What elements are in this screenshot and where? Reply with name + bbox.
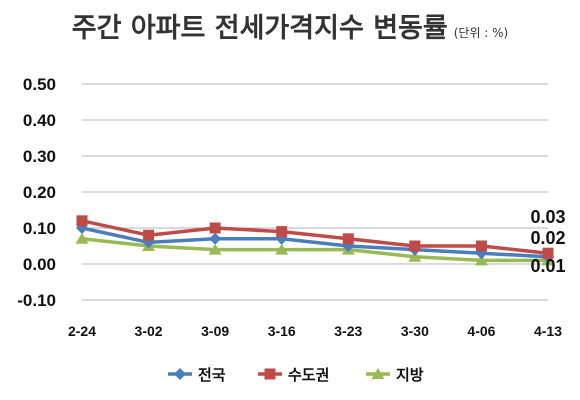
y-tick-label: 0.40 — [23, 111, 56, 130]
data-point — [475, 240, 487, 252]
series-line — [81, 219, 549, 255]
data-label: 0.02 — [530, 228, 565, 248]
data-point — [474, 254, 488, 266]
legend-label: 전국 — [198, 366, 226, 384]
y-tick-label: 0.30 — [23, 147, 56, 166]
legend-marker — [174, 368, 186, 380]
data-point — [275, 243, 289, 255]
x-tick-label: 4-13 — [534, 323, 562, 339]
data-point — [409, 240, 421, 252]
x-tick-label: 3-23 — [334, 323, 362, 339]
data-point — [542, 247, 554, 259]
x-tick-label: 3-09 — [201, 323, 229, 339]
x-tick-label: 3-30 — [401, 323, 429, 339]
legend-marker — [264, 368, 276, 380]
data-point — [342, 233, 354, 245]
x-tick-label: 3-02 — [135, 323, 163, 339]
data-point — [408, 250, 422, 262]
legend-item: 전국 — [168, 366, 226, 384]
data-label: 0.03 — [530, 207, 565, 227]
x-tick-label: 4-06 — [467, 323, 495, 339]
data-point — [143, 229, 155, 241]
data-point — [208, 243, 222, 255]
legend-item: 수도권 — [258, 366, 329, 384]
data-point — [276, 226, 288, 238]
chart-title-text: 주간 아파트 전세가격지수 변동률 — [71, 13, 448, 44]
series-line — [81, 237, 548, 263]
y-tick-label: -0.10 — [17, 291, 56, 310]
data-point — [209, 232, 222, 245]
chart-title: 주간 아파트 전세가격지수 변동률 (단위 : %) — [0, 6, 580, 45]
y-tick-label: 0.50 — [23, 75, 56, 94]
y-tick-label: 0.20 — [23, 183, 56, 202]
x-tick-label: 3-16 — [268, 323, 296, 339]
data-point — [76, 215, 88, 227]
data-point — [209, 222, 221, 234]
y-tick-label: 0.00 — [23, 255, 56, 274]
x-tick-label: 2-24 — [68, 323, 96, 339]
legend-label: 수도권 — [288, 366, 329, 384]
legend-label: 지방 — [396, 366, 424, 384]
y-tick-label: 0.10 — [23, 219, 56, 238]
legend-marker — [371, 368, 385, 379]
data-point — [75, 232, 89, 244]
series-line — [81, 226, 549, 259]
data-label: 0.01 — [530, 256, 565, 276]
legend-item: 지방 — [366, 366, 424, 384]
unit-label: (단위 : %) — [453, 26, 509, 40]
